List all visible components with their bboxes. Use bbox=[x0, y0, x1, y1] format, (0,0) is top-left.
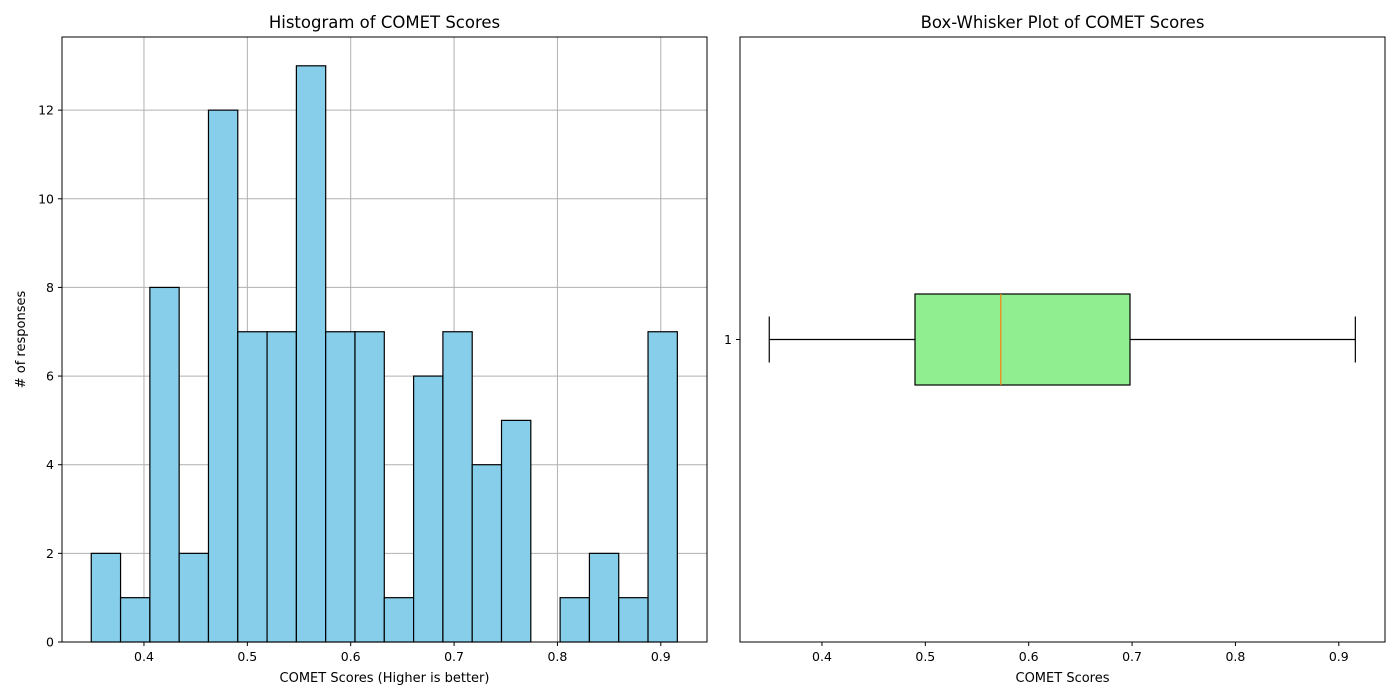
histogram-bar bbox=[266, 331, 297, 643]
histogram-bar bbox=[90, 552, 122, 643]
histogram-bar bbox=[119, 597, 151, 643]
histogram-y-tick-label: 0 bbox=[46, 635, 54, 650]
histogram-y-axis-label: # of responses bbox=[14, 291, 29, 389]
boxplot-x-tick-label: 0.8 bbox=[1225, 649, 1245, 664]
histogram-y-tick-label: 10 bbox=[38, 191, 54, 206]
histogram-bar bbox=[412, 375, 444, 643]
histogram-y-tick-label: 8 bbox=[46, 280, 54, 295]
histogram-x-tick-label: 0.8 bbox=[547, 649, 567, 664]
histogram-x-tick-label: 0.9 bbox=[651, 649, 671, 664]
boxplot-x-tick-label: 0.5 bbox=[915, 649, 935, 664]
histogram-title: Histogram of COMET Scores bbox=[269, 13, 500, 32]
histogram-bar bbox=[647, 331, 678, 643]
boxplot-x-tick-label: 0.6 bbox=[1019, 649, 1039, 664]
boxplot-box bbox=[914, 293, 1131, 386]
histogram-bar bbox=[354, 331, 385, 643]
histogram-x-tick-label: 0.6 bbox=[341, 649, 361, 664]
boxplot-y-tick-label: 1 bbox=[724, 332, 732, 347]
histogram-bar bbox=[237, 331, 268, 643]
boxplot-x-ticks: 0.4 0.5 0.6 0.7 0.8 0.9 bbox=[812, 642, 1349, 664]
histogram-bar bbox=[618, 597, 649, 643]
boxplot-x-tick-label: 0.9 bbox=[1329, 649, 1349, 664]
histogram-bar bbox=[207, 109, 239, 643]
histogram-panel: Histogram of COMET Scores 0.4 0.5 0.6 0.7 0.… bbox=[14, 13, 708, 686]
histogram-y-tick-label: 2 bbox=[46, 546, 54, 561]
histogram-bar bbox=[383, 597, 415, 643]
boxplot-x-tick-label: 0.7 bbox=[1122, 649, 1142, 664]
histogram-bar bbox=[149, 286, 180, 643]
histogram-x-tick-label: 0.4 bbox=[134, 649, 154, 664]
histogram-y-tick-label: 6 bbox=[46, 369, 54, 384]
histogram-y-tick-label: 12 bbox=[38, 103, 54, 118]
histogram-x-tick-label: 0.5 bbox=[237, 649, 257, 664]
histogram-bar bbox=[471, 464, 503, 643]
boxplot-marks bbox=[768, 293, 1356, 386]
histogram-x-axis-label: COMET Scores (Higher is better) bbox=[280, 671, 490, 686]
histogram-y-ticks: 0 2 4 6 8 10 12 bbox=[38, 103, 62, 650]
boxplot-panel: Box-Whisker Plot of COMET Scores 0.4 0.5 0… bbox=[724, 13, 1386, 686]
histogram-bars bbox=[90, 65, 678, 643]
boxplot-y-ticks: 1 bbox=[724, 332, 740, 347]
histogram-bar bbox=[588, 552, 620, 643]
histogram-bar bbox=[295, 65, 327, 643]
histogram-bar bbox=[559, 597, 591, 643]
boxplot-title: Box-Whisker Plot of COMET Scores bbox=[921, 13, 1205, 32]
histogram-y-tick-label: 4 bbox=[46, 457, 54, 472]
boxplot-x-tick-label: 0.4 bbox=[812, 649, 832, 664]
histogram-bar bbox=[442, 331, 473, 643]
histogram-x-ticks: 0.4 0.5 0.6 0.7 0.8 0.9 bbox=[134, 642, 671, 664]
histogram-bar bbox=[325, 331, 356, 643]
histogram-bar bbox=[500, 419, 532, 643]
boxplot-x-axis-label: COMET Scores bbox=[1016, 671, 1110, 686]
histogram-x-tick-label: 0.7 bbox=[444, 649, 464, 664]
histogram-plot-frame bbox=[61, 36, 708, 643]
histogram-bar bbox=[178, 552, 210, 643]
